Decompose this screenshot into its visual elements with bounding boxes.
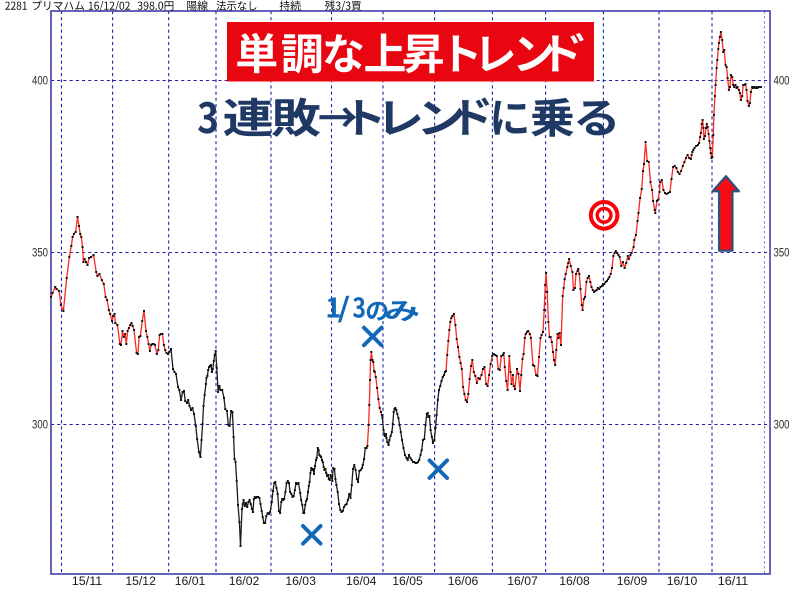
svg-text:400: 400 [774,76,790,88]
svg-text:16/11: 16/11 [718,574,749,587]
svg-text:16/06: 16/06 [448,574,479,587]
svg-text:16/10: 16/10 [667,574,698,587]
svg-text:350: 350 [774,248,790,260]
svg-text:300: 300 [774,420,790,432]
svg-text:16/04: 16/04 [346,574,377,587]
svg-text:400: 400 [32,76,48,88]
svg-text:15/11: 15/11 [72,574,103,587]
svg-text:16/09: 16/09 [617,574,648,587]
svg-text:16/08: 16/08 [559,574,590,587]
svg-text:16/02: 16/02 [229,574,260,587]
svg-text:16/05: 16/05 [392,574,423,587]
svg-text:300: 300 [32,420,48,432]
svg-text:16/01: 16/01 [175,574,206,587]
svg-text:350: 350 [32,248,48,260]
svg-text:15/12: 15/12 [125,574,156,587]
svg-text:16/07: 16/07 [507,574,538,587]
svg-text:16/03: 16/03 [285,574,316,587]
